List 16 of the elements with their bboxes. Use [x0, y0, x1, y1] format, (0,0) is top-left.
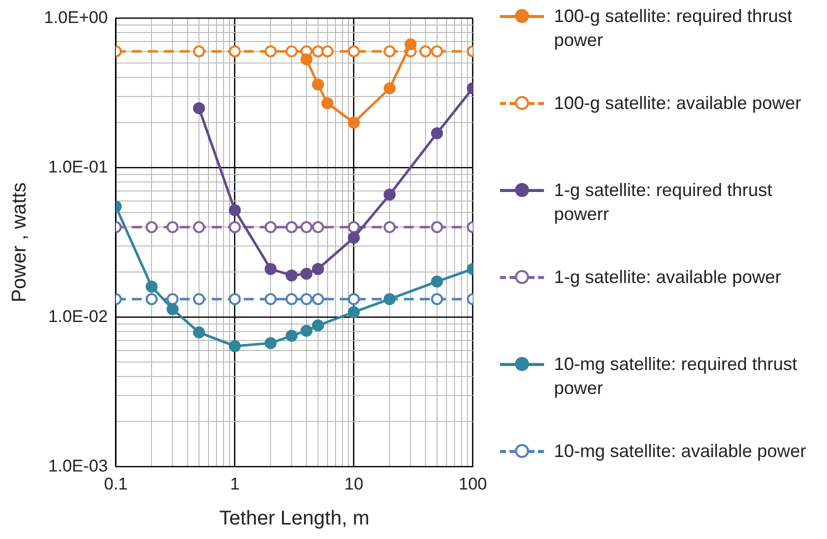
legend-label: 1-g satellite: required thrust powerr [554, 179, 774, 226]
legend-label: 100-g satellite: required thrust power [554, 5, 794, 52]
legend-label: 100-g satellite: available power [554, 92, 802, 115]
y-tick-label: 1.0E-03 [48, 456, 108, 476]
x-tick-label: 100 [458, 474, 488, 494]
x-tick-label: 1 [230, 474, 240, 494]
y-axis-title: Power , watts [8, 182, 31, 302]
x-axis-title: Tether Length, m [219, 508, 370, 530]
legend-label: 10-mg satellite: required thrust power [554, 353, 798, 400]
y-tick-label: 1.0E+00 [44, 8, 108, 27]
x-tick-label: 0.1 [104, 474, 128, 494]
legend-label: 1-g satellite: available power [554, 266, 782, 289]
y-tick-label: 1.0E-02 [48, 306, 108, 326]
legend-label: 10-mg satellite: available power [554, 440, 806, 463]
y-tick-label: 1.0E-01 [48, 157, 108, 176]
x-tick-label: 10 [344, 474, 364, 494]
